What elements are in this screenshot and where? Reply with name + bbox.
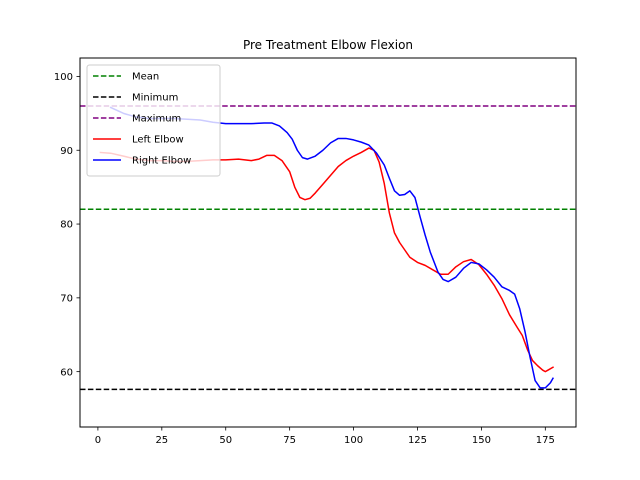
legend-label-left-elbow: Left Elbow [132,135,184,146]
x-tick-label: 150 [472,435,491,446]
legend-label-mean: Mean [132,72,159,83]
x-tick-label: 50 [219,435,232,446]
legend-box [86,64,221,177]
x-tick-label: 175 [536,435,555,446]
y-tick-label: 70 [60,293,73,304]
chart-title: Pre Treatment Elbow Flexion [243,38,413,52]
x-tick-label: 125 [408,435,427,446]
x-tick-label: 100 [344,435,363,446]
y-tick-label: 90 [60,146,73,157]
series-line-left-elbow [99,147,555,373]
legend-label-maximum: Maximum [132,114,181,125]
legend-label-right-elbow: Right Elbow [132,156,191,167]
y-axis: 60 70 80 90 100 [54,72,80,378]
x-tick-label: 75 [283,435,296,446]
y-tick-label: 80 [60,220,73,231]
plot-frame [79,57,577,428]
x-tick-label: 0 [95,435,101,446]
legend-label-minimum: Minimum [132,93,178,104]
x-axis: 0 25 50 75 100 125 150 175 [95,427,555,446]
legend: Mean Minimum Maximum Left Elbow Right Elbow [86,64,221,177]
y-tick-label: 60 [60,367,73,378]
y-tick-label: 100 [54,72,73,83]
x-tick-label: 25 [155,435,168,446]
series-line-right-elbow [109,106,555,389]
series-lines [99,106,555,389]
